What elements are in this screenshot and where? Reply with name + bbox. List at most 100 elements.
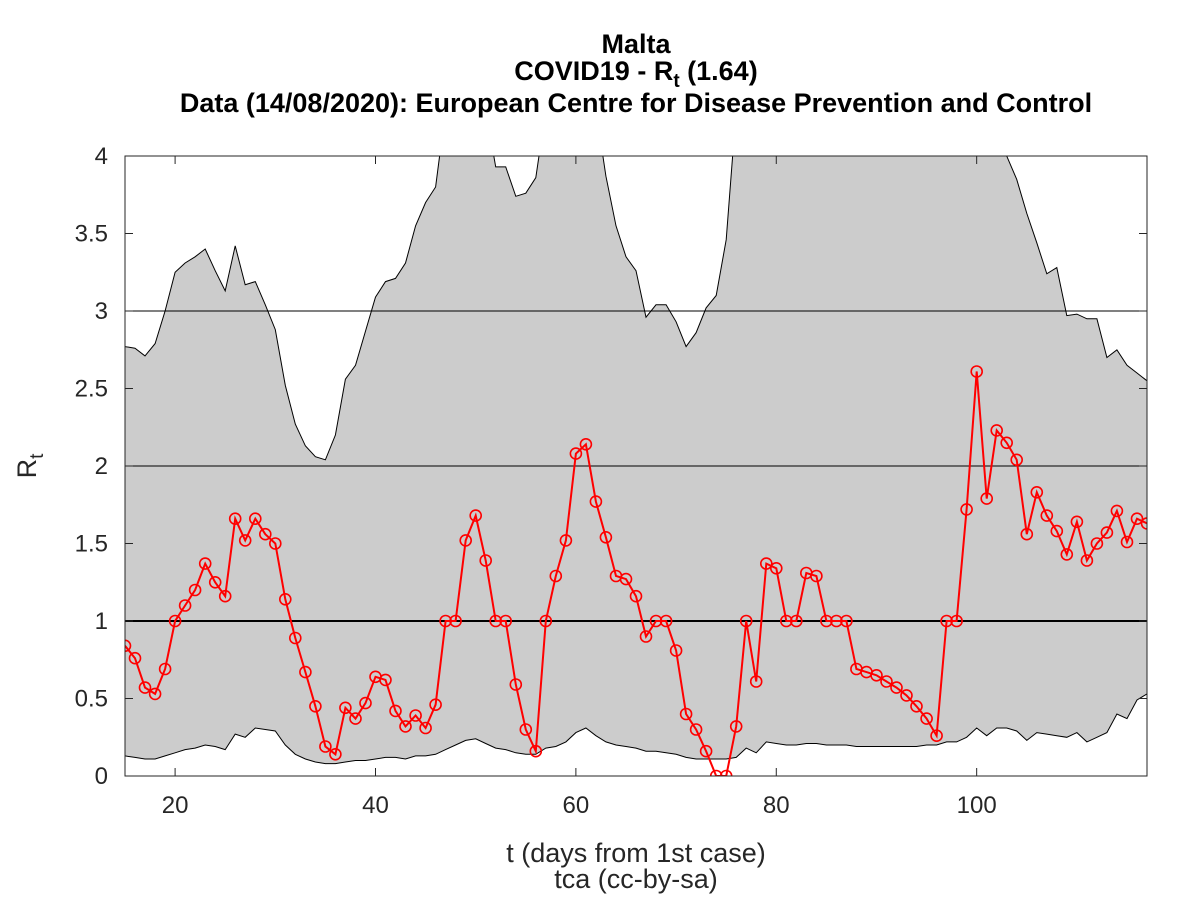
rt-point — [439, 614, 452, 628]
rt-point — [910, 699, 923, 713]
rt-point — [900, 689, 913, 702]
rt-point — [218, 589, 232, 603]
y-tick-label: 0.5 — [75, 686, 108, 713]
rt-point — [689, 723, 703, 736]
y-tick-label: 1.5 — [75, 531, 108, 558]
rt-point — [278, 592, 292, 606]
rt-point — [830, 614, 843, 628]
rt-point — [840, 614, 853, 628]
rt-point — [539, 614, 553, 628]
rt-point — [479, 554, 493, 567]
rt-point — [950, 614, 963, 628]
x-axis-label: t (days from 1st case) — [506, 838, 766, 868]
rt-point — [619, 572, 633, 586]
rt-point — [319, 740, 332, 753]
rt-point — [1010, 453, 1024, 467]
rt-point — [639, 630, 653, 643]
rt-point — [930, 729, 943, 743]
title-line-1: Malta — [601, 29, 671, 59]
rt-point — [699, 744, 713, 758]
y-tick-label: 2.5 — [75, 376, 108, 403]
rt-line — [125, 371, 1147, 776]
rt-point — [198, 557, 212, 570]
rt-point — [729, 720, 743, 733]
x-tick-label: 20 — [162, 792, 189, 819]
rt-point — [579, 437, 593, 451]
rt-point — [719, 769, 733, 776]
rt-point — [739, 614, 753, 628]
rt-point — [769, 561, 783, 575]
rt-point — [820, 614, 833, 628]
rt-point — [359, 696, 372, 710]
rt-point — [920, 712, 933, 725]
x-tick-label: 100 — [957, 792, 997, 819]
rt-point — [589, 495, 603, 508]
rt-point — [980, 492, 994, 505]
rt-point — [1080, 554, 1094, 567]
rt-point — [649, 614, 663, 628]
rt-point — [1050, 524, 1064, 538]
rt-point — [960, 503, 973, 516]
y-axis-label-text: Rt — [12, 453, 48, 479]
y-tick-label: 3 — [95, 298, 108, 325]
rt-point — [549, 569, 563, 583]
rt-point — [789, 614, 803, 628]
rt-point — [1030, 485, 1044, 499]
chart-title: Malta COVID19 - Rt (1.64) Data (14/08/20… — [180, 29, 1092, 118]
x-tick-label: 60 — [563, 792, 590, 819]
credit-label: tca (cc-by-sa) — [554, 864, 718, 894]
y-tick-label: 2 — [95, 453, 108, 480]
confidence-band — [125, 156, 1147, 765]
rt-point — [749, 675, 763, 688]
rt-point — [679, 707, 693, 721]
y-tick-label: 4 — [95, 143, 108, 170]
rt-point — [499, 614, 513, 628]
rt-point — [178, 599, 192, 612]
rt-point — [309, 699, 322, 713]
rt-point — [990, 424, 1004, 437]
rt-point — [349, 712, 362, 725]
rt-point — [409, 709, 422, 722]
rt-point — [1140, 517, 1147, 530]
rt-point — [870, 668, 883, 682]
rt-point — [970, 365, 984, 378]
rt-point — [1040, 509, 1054, 522]
rt-point — [258, 527, 272, 541]
rt-point — [779, 614, 793, 628]
title-line-2-suffix: (1.64) — [680, 56, 758, 86]
rt-point — [138, 681, 152, 694]
title-line-2-sub: t — [673, 71, 680, 92]
rt-point — [238, 534, 252, 547]
y-axis-label-sub: t — [27, 453, 48, 459]
y-axis-label-main: R — [12, 459, 42, 479]
rt-point — [188, 583, 202, 597]
rt-point — [288, 631, 302, 645]
rt-point — [599, 530, 613, 544]
rt-point — [519, 723, 533, 736]
x-tick-label: 80 — [763, 792, 790, 819]
rt-point — [228, 512, 242, 526]
rt-point — [399, 720, 412, 733]
rt-point — [1020, 527, 1034, 541]
rt-point — [208, 575, 222, 589]
rt-point — [469, 509, 483, 522]
rt-point — [148, 687, 162, 701]
rt-point — [559, 534, 573, 547]
rt-point — [880, 675, 893, 688]
rt-point — [489, 614, 503, 628]
rt-point — [389, 704, 402, 718]
rt-point — [759, 557, 773, 570]
rt-point — [419, 721, 432, 735]
rt-point — [709, 769, 723, 776]
title-line-2-prefix: COVID19 - R — [514, 56, 673, 86]
rt-point — [1100, 526, 1114, 539]
rt-point — [268, 537, 282, 550]
rt-point — [158, 662, 172, 676]
rt-point — [659, 614, 673, 628]
band-upper-edge — [125, 156, 1147, 461]
rt-point — [509, 678, 523, 691]
rt-point — [339, 701, 352, 715]
rt-point — [1130, 512, 1144, 526]
rt-point — [1120, 535, 1134, 549]
rt-point — [1060, 548, 1074, 561]
